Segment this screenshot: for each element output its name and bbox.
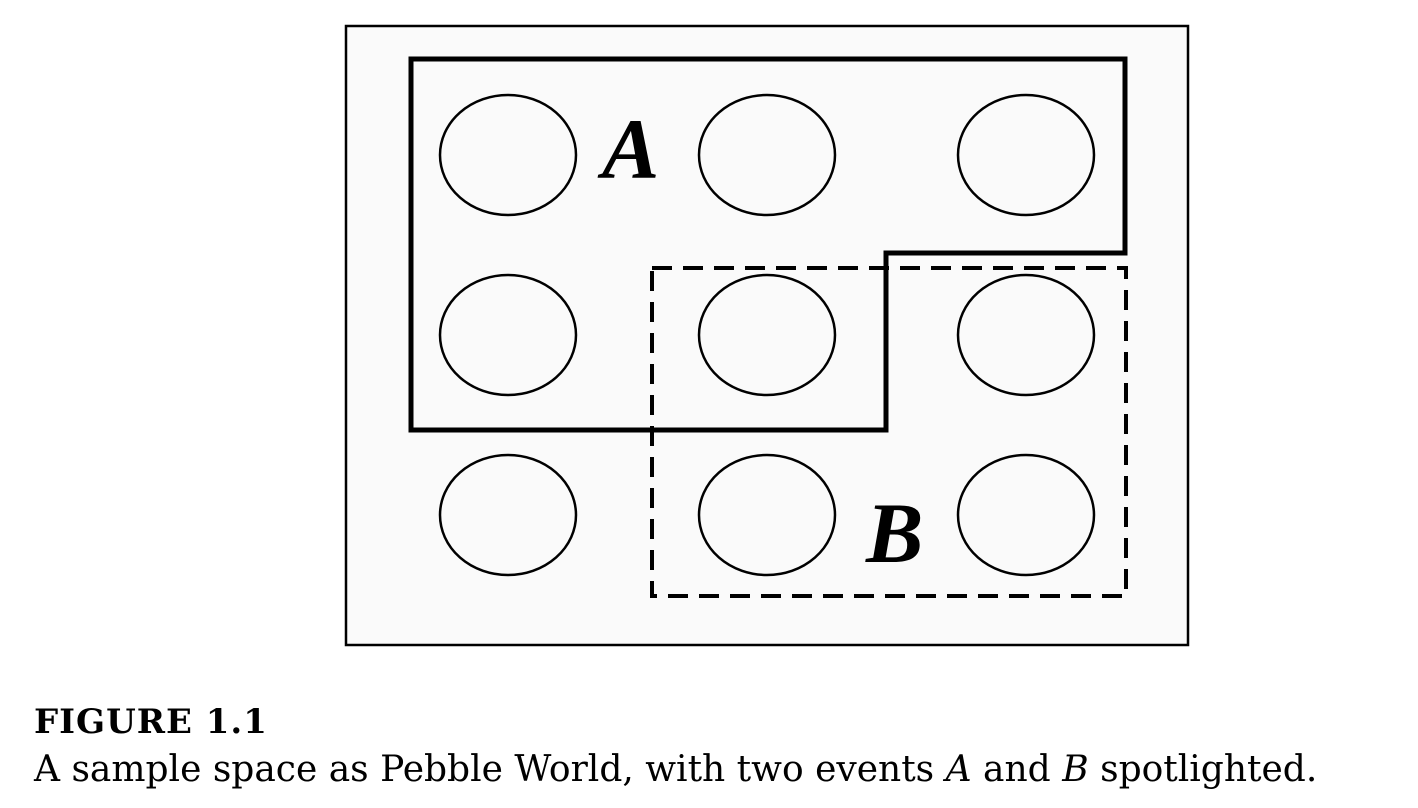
pebble — [956, 273, 1096, 397]
pebble — [438, 93, 578, 217]
caption-text-middle: and — [971, 749, 1063, 790]
pebble-world-diagram: A B — [344, 24, 1190, 647]
caption-text-before: A sample space as Pebble World, with two… — [34, 749, 946, 790]
pebble — [697, 93, 837, 217]
event-b-label: B — [865, 485, 923, 581]
pebble — [438, 273, 578, 397]
figure-number: FIGURE 1.1 — [34, 702, 268, 742]
pebble — [697, 273, 837, 397]
event-a-outline — [408, 56, 1128, 433]
caption-var-a: A — [945, 749, 972, 790]
caption-text-after: spotlighted. — [1088, 749, 1318, 790]
pebble — [956, 453, 1096, 577]
event-b-outline — [650, 266, 1128, 598]
pebble — [697, 453, 837, 577]
sample-space-box — [344, 24, 1190, 647]
figure-caption: FIGURE 1.1 A sample space as Pebble Worl… — [34, 700, 1394, 796]
pebble — [438, 453, 578, 577]
event-a-label: A — [597, 101, 659, 197]
pebble — [956, 93, 1096, 217]
caption-text: A sample space as Pebble World, with two… — [34, 744, 1394, 796]
caption-var-b: B — [1062, 749, 1089, 790]
